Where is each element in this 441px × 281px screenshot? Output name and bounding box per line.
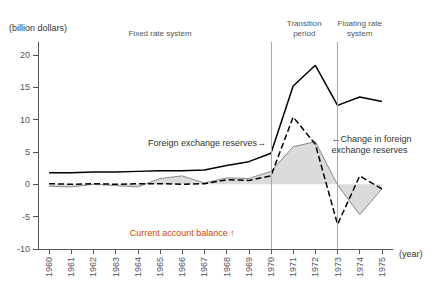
svg-text:1972: 1972	[310, 257, 320, 277]
svg-text:Current account balance ↑: Current account balance ↑	[130, 228, 235, 238]
svg-text:1969: 1969	[244, 257, 254, 277]
svg-text:Foreign exchange reserves→: Foreign exchange reserves→	[148, 138, 266, 148]
svg-text:1975: 1975	[377, 257, 387, 277]
svg-text:5: 5	[25, 147, 30, 157]
svg-text:exchange reserves: exchange reserves	[331, 145, 408, 155]
svg-text:1964: 1964	[133, 257, 143, 277]
svg-text:1966: 1966	[177, 257, 187, 277]
svg-text:1973: 1973	[333, 257, 343, 277]
svg-text:10: 10	[20, 115, 30, 125]
svg-text:1971: 1971	[288, 257, 298, 277]
svg-text:(billion dollars): (billion dollars)	[9, 23, 67, 33]
svg-text:Transition: Transition	[287, 19, 322, 28]
svg-text:period: period	[293, 29, 315, 38]
svg-text:15: 15	[20, 82, 30, 92]
svg-text:←Change in foreign: ←Change in foreign	[331, 134, 411, 144]
svg-text:1961: 1961	[66, 257, 76, 277]
svg-text:(year): (year)	[399, 249, 423, 259]
svg-text:1963: 1963	[111, 257, 121, 277]
svg-text:system: system	[347, 29, 373, 38]
svg-text:Fixed rate system: Fixed rate system	[128, 29, 191, 38]
svg-text:1960: 1960	[44, 257, 54, 277]
svg-text:1968: 1968	[222, 257, 232, 277]
svg-text:0: 0	[25, 179, 30, 189]
svg-text:1970: 1970	[266, 257, 276, 277]
svg-text:1967: 1967	[199, 257, 209, 277]
svg-text:-5: -5	[22, 212, 30, 222]
svg-text:1974: 1974	[355, 257, 365, 277]
svg-text:1962: 1962	[88, 257, 98, 277]
svg-text:-10: -10	[17, 244, 30, 254]
svg-text:20: 20	[20, 50, 30, 60]
svg-text:1965: 1965	[155, 257, 165, 277]
svg-text:Floating rate: Floating rate	[337, 19, 382, 28]
